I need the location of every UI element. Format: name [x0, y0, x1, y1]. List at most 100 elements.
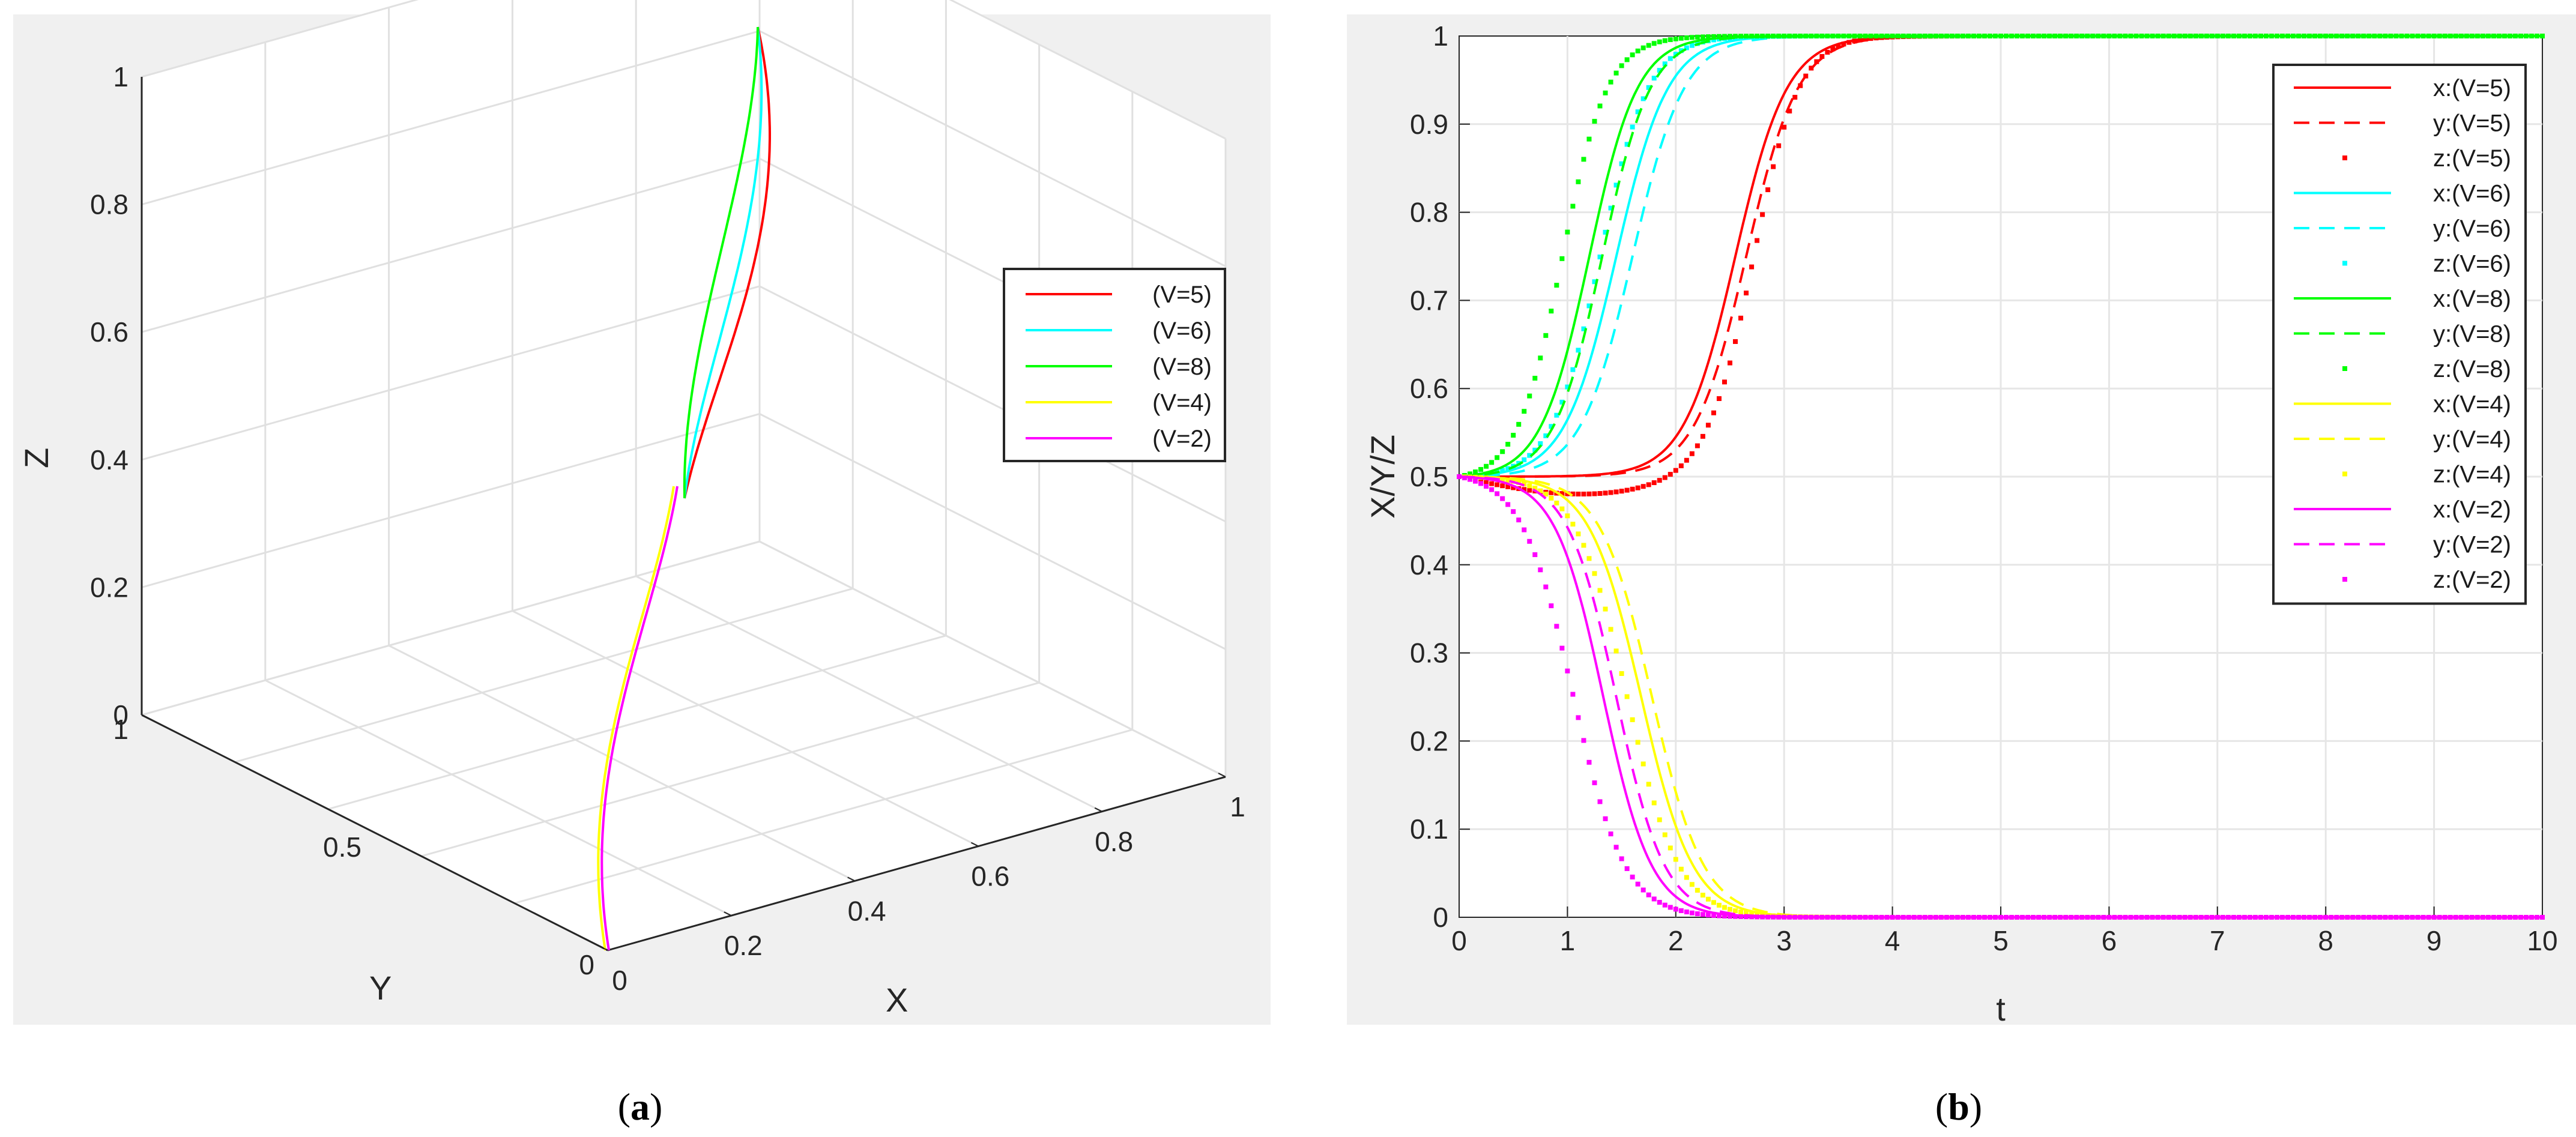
data-point	[1554, 412, 1559, 418]
data-point	[1554, 500, 1559, 505]
data-point	[2491, 915, 2496, 920]
side-grid-z	[759, 285, 1226, 523]
data-point	[1825, 914, 1830, 920]
data-point	[2431, 915, 2437, 920]
data-point	[2166, 915, 2171, 920]
legend-box	[2272, 64, 2527, 605]
legend-entry: (V=2)	[1152, 426, 1212, 452]
wall-grid-z	[141, 285, 760, 461]
data-point	[1457, 474, 1462, 479]
data-point	[1738, 34, 1744, 39]
data-point	[2133, 34, 2139, 38]
data-point	[2258, 34, 2263, 38]
z-tick-label: 0.2	[90, 572, 128, 603]
xyz-axis-label: X/Y/Z	[1364, 435, 1401, 519]
data-point	[2187, 915, 2193, 920]
data-point	[1581, 491, 1586, 496]
data-point	[1722, 379, 1727, 385]
data-point	[2247, 915, 2252, 920]
data-point	[1738, 914, 1744, 919]
data-point	[2329, 34, 2334, 38]
data-point	[2025, 915, 2031, 920]
data-point	[1890, 34, 1895, 39]
data-point	[1673, 857, 1678, 862]
y-tick-label: 0	[579, 949, 594, 980]
legend-entry: z:(V=6)	[2433, 251, 2511, 277]
data-point	[1700, 34, 1705, 40]
data-point	[2388, 34, 2393, 38]
y-tick-label: 0.8	[1410, 197, 1448, 228]
legend-entry: x:(V=5)	[2433, 75, 2511, 101]
data-point	[2377, 915, 2383, 920]
data-point	[2275, 34, 2280, 38]
data-point	[2312, 34, 2318, 38]
data-point	[1809, 65, 1814, 71]
panel-b-time-series: 0 1 2 3 4 5 6 7 8 9 10 0 0.1 0.2 0.3 0.4 0.5 0.6 0.7 0.8 0.9…	[1347, 14, 2576, 1028]
data-point	[1782, 914, 1787, 920]
data-point	[2150, 915, 2155, 920]
data-point	[2247, 34, 2252, 38]
data-point	[1527, 453, 1532, 458]
data-point	[2171, 34, 2177, 38]
data-point	[2420, 34, 2426, 38]
data-point	[1738, 315, 1744, 321]
data-point	[1711, 37, 1716, 43]
data-point	[1478, 466, 1484, 472]
y-tick-label: 1	[1433, 20, 1448, 52]
data-point	[1906, 914, 1911, 920]
data-point	[2058, 34, 2063, 38]
data-point	[1689, 43, 1695, 48]
data-point	[1711, 410, 1716, 415]
data-point	[1538, 441, 1543, 446]
data-point	[2280, 915, 2285, 920]
data-point	[2302, 34, 2307, 38]
data-point	[1782, 34, 1787, 39]
data-point	[2540, 915, 2545, 920]
data-point	[2323, 915, 2329, 920]
data-point	[2523, 915, 2529, 920]
data-point	[1489, 487, 1495, 492]
data-point	[1776, 34, 1782, 39]
data-point	[2485, 34, 2491, 38]
data-point	[1570, 367, 1576, 372]
data-point	[1760, 914, 1765, 920]
data-point	[2182, 915, 2187, 920]
data-point	[1933, 34, 1938, 39]
data-point	[1722, 905, 1727, 910]
legend-entry: (V=8)	[1152, 354, 1212, 380]
data-point	[1917, 914, 1922, 920]
data-point	[1651, 41, 1657, 46]
data-point	[1651, 480, 1657, 486]
data-point	[1733, 339, 1738, 344]
data-point	[2047, 34, 2052, 38]
data-point	[1846, 40, 1852, 45]
data-point	[1955, 914, 1960, 920]
data-point	[1841, 34, 1846, 39]
data-point	[2307, 34, 2312, 38]
data-point	[1716, 34, 1722, 39]
data-point	[2442, 915, 2448, 920]
data-point	[2220, 34, 2225, 38]
data-point	[1841, 914, 1846, 920]
x-tick-label: 9	[2426, 925, 2442, 956]
data-point	[2155, 915, 2160, 920]
y-tick-label: 0.7	[1410, 285, 1448, 316]
data-point	[1787, 914, 1792, 920]
x-axis-label: X	[886, 981, 908, 1019]
data-point	[1949, 914, 1955, 920]
data-point	[2393, 915, 2399, 920]
y-tick-label: 0.1	[1410, 813, 1448, 845]
data-point	[2031, 915, 2036, 920]
data-point	[2204, 34, 2209, 38]
x-tick-label: 0.2	[724, 930, 763, 961]
data-point	[1570, 204, 1576, 209]
data-point	[1895, 914, 1900, 920]
data-point	[1689, 35, 1695, 40]
data-point	[1662, 38, 1667, 43]
data-point	[1998, 34, 2003, 38]
data-point	[1624, 866, 1630, 871]
data-point	[1728, 360, 1732, 366]
data-point	[1733, 908, 1738, 914]
